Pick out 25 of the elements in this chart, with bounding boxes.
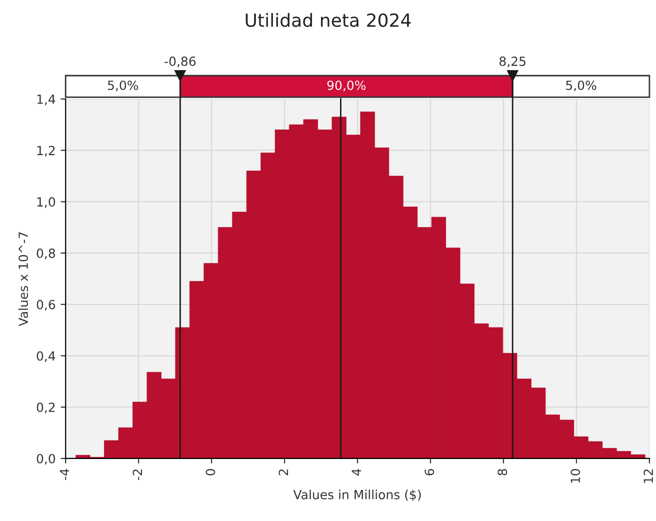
x-tick-label: 4 [352,468,361,476]
x-tick-label: 8 [498,469,508,476]
ref-line-label: -0,86 [164,56,196,68]
y-tick-label: 1,4 [37,94,56,106]
y-tick-label: 0,4 [36,351,56,362]
x-tick-label: 12 [644,469,653,483]
y-tick-label: 0,8 [36,248,56,260]
x-tick-label: 6 [424,468,434,476]
ref-line-label: 8,25 [500,56,526,68]
y-tick-label: 1,2 [37,146,55,157]
x-tick-label: -2 [132,469,142,480]
chart-title: Utilidad neta 2024 [246,13,411,27]
y-tick-label: 0,0 [36,454,56,465]
x-tick-label: 2 [278,469,288,476]
x-tick-label: 0 [206,469,216,476]
text: 5,0% [566,80,596,92]
y-axis-title: Values x 10^-7 [18,232,28,326]
y-tick-label: 0,6 [36,300,56,311]
text: 5,0% [108,80,138,92]
y-tick-label: 0,2 [36,402,55,414]
x-axis-title: Values in Millions ($) [293,490,421,501]
y-tick-label: 1,0 [37,197,56,208]
x-tick-label: -4 [60,468,70,480]
text: 90,0% [327,80,366,92]
x-tick-label: 10 [570,469,580,483]
